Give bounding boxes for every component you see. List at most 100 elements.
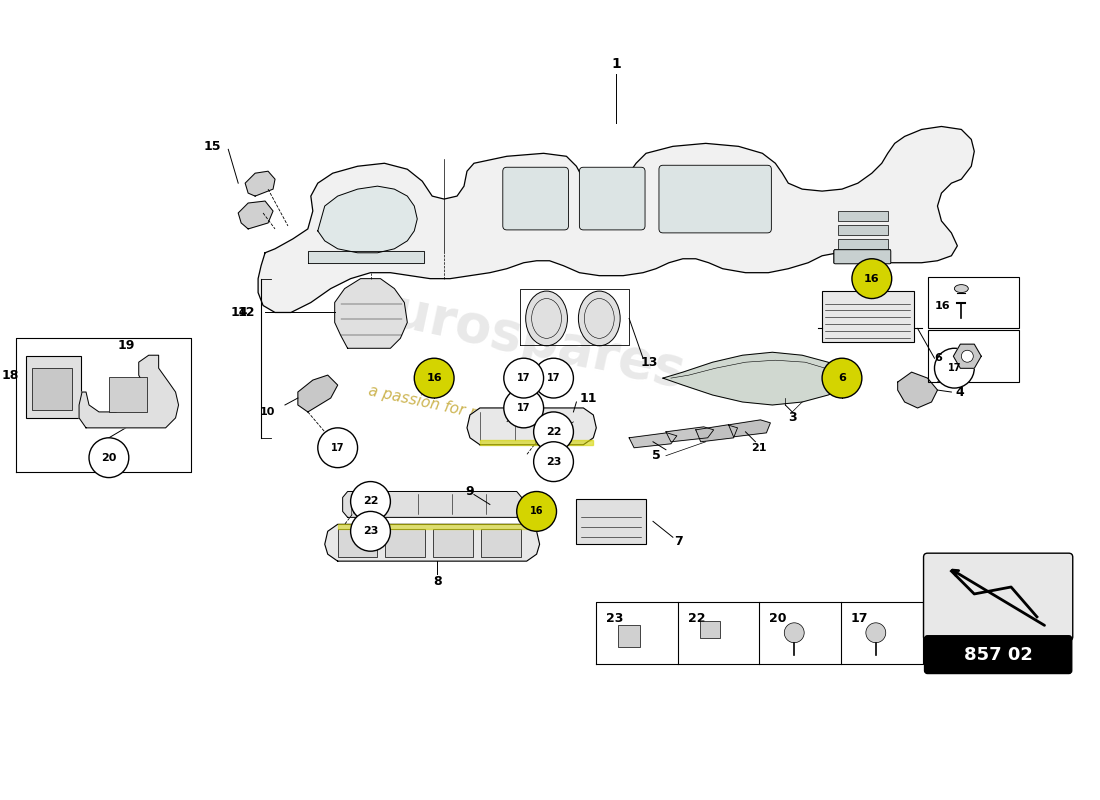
Bar (618, 625, 640, 646)
Polygon shape (343, 491, 521, 518)
Bar (385, 530, 426, 557)
Text: 16: 16 (530, 506, 543, 517)
Text: 6: 6 (935, 354, 943, 363)
Text: 17: 17 (517, 403, 530, 413)
Circle shape (89, 438, 129, 478)
Text: 17: 17 (517, 373, 530, 383)
Bar (838, 225, 888, 235)
Circle shape (851, 258, 892, 298)
Polygon shape (338, 524, 527, 530)
Circle shape (935, 348, 975, 388)
FancyBboxPatch shape (834, 250, 891, 264)
Polygon shape (700, 621, 719, 638)
Text: 18: 18 (2, 369, 20, 382)
Bar (838, 253, 888, 262)
Text: 5: 5 (651, 450, 660, 462)
Polygon shape (954, 344, 981, 368)
Ellipse shape (579, 291, 620, 346)
Text: 13: 13 (640, 356, 658, 369)
Text: 3: 3 (788, 411, 796, 425)
FancyBboxPatch shape (834, 250, 891, 264)
Circle shape (504, 358, 543, 398)
Text: 2: 2 (943, 356, 951, 369)
Bar (32, 368, 73, 410)
Polygon shape (898, 372, 937, 408)
Polygon shape (728, 420, 770, 437)
Circle shape (534, 412, 573, 452)
FancyBboxPatch shape (580, 167, 645, 230)
Text: 20: 20 (101, 453, 117, 462)
Text: 6: 6 (838, 373, 846, 383)
Circle shape (534, 358, 573, 398)
Polygon shape (663, 352, 851, 405)
Circle shape (351, 482, 390, 522)
Text: 22: 22 (363, 497, 378, 506)
Polygon shape (318, 186, 417, 253)
Text: 23: 23 (546, 457, 561, 466)
FancyBboxPatch shape (924, 553, 1072, 641)
Text: 857 02: 857 02 (964, 646, 1033, 664)
Polygon shape (666, 427, 714, 442)
Polygon shape (79, 355, 178, 428)
Circle shape (504, 388, 543, 428)
Circle shape (351, 511, 390, 551)
Text: 17: 17 (947, 363, 961, 373)
Polygon shape (629, 433, 676, 448)
Polygon shape (239, 201, 273, 229)
Text: 17: 17 (331, 442, 344, 453)
Text: 8: 8 (432, 574, 441, 587)
Polygon shape (298, 375, 338, 412)
Bar (927, 330, 1019, 382)
Text: 12: 12 (238, 306, 255, 319)
Bar (26, 356, 81, 418)
Polygon shape (468, 408, 596, 445)
Text: 17: 17 (547, 373, 560, 383)
Circle shape (415, 358, 454, 398)
FancyBboxPatch shape (834, 250, 891, 264)
Text: 1: 1 (612, 57, 621, 70)
Circle shape (534, 442, 573, 482)
Bar (838, 211, 888, 221)
Polygon shape (258, 126, 975, 313)
Text: 16: 16 (935, 301, 950, 310)
Bar (481, 530, 520, 557)
Bar (838, 239, 888, 249)
Text: 22: 22 (546, 427, 561, 437)
Circle shape (866, 623, 886, 642)
Bar (109, 377, 146, 412)
FancyBboxPatch shape (924, 636, 1071, 674)
Polygon shape (696, 425, 737, 442)
FancyBboxPatch shape (659, 166, 771, 233)
Polygon shape (308, 250, 425, 262)
Text: 22: 22 (688, 612, 705, 625)
Bar (822, 290, 914, 342)
Polygon shape (480, 440, 593, 445)
Circle shape (822, 358, 862, 398)
Bar (576, 499, 646, 544)
Bar (433, 530, 473, 557)
Text: 17: 17 (851, 612, 868, 625)
Ellipse shape (955, 285, 968, 293)
Text: 16: 16 (864, 274, 880, 284)
Text: 15: 15 (204, 140, 221, 153)
Text: a passion for parts since 1985: a passion for parts since 1985 (367, 383, 596, 446)
Text: 9: 9 (465, 485, 474, 498)
Circle shape (784, 623, 804, 642)
Text: 19: 19 (117, 338, 134, 352)
Text: 4: 4 (955, 386, 964, 398)
Text: 20: 20 (769, 612, 786, 625)
Polygon shape (334, 278, 407, 348)
Text: 11: 11 (580, 391, 597, 405)
Polygon shape (245, 171, 275, 196)
Text: 23: 23 (606, 612, 624, 625)
Text: 14: 14 (231, 306, 249, 319)
FancyBboxPatch shape (503, 167, 569, 230)
Text: eurospares: eurospares (353, 278, 690, 398)
Text: 16: 16 (427, 373, 442, 383)
Text: 10: 10 (260, 407, 275, 417)
Circle shape (961, 350, 974, 362)
Polygon shape (324, 524, 540, 561)
Bar (927, 277, 1019, 328)
FancyBboxPatch shape (834, 250, 891, 264)
Text: 23: 23 (363, 526, 378, 536)
